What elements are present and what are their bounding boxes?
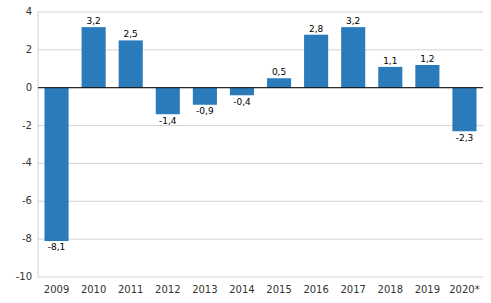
x-tick-label: 2015	[266, 284, 291, 295]
y-tick-label: -4	[22, 157, 32, 168]
x-tick-label: 2019	[415, 284, 440, 295]
grid-line	[38, 12, 483, 13]
grid	[38, 12, 483, 277]
bar	[44, 88, 68, 241]
bar	[304, 35, 328, 88]
bar	[230, 88, 254, 96]
y-axis-line	[38, 12, 39, 277]
y-tick-label: -8	[22, 233, 32, 244]
grid-line	[38, 239, 483, 240]
x-tick-label: 2010	[81, 284, 106, 295]
data-label: 2,8	[309, 24, 324, 34]
bar	[119, 40, 143, 87]
bars	[44, 27, 476, 241]
y-tick-label: -6	[22, 195, 32, 206]
data-label: 0,5	[272, 67, 286, 77]
y-tick-label: 4	[26, 6, 32, 17]
x-tick-label: 2016	[303, 284, 328, 295]
grid-line	[38, 125, 483, 126]
y-tick-label: 2	[26, 44, 32, 55]
grid-line	[38, 277, 483, 278]
bar	[452, 88, 476, 132]
bar	[193, 88, 217, 105]
data-label: -8,1	[48, 242, 66, 252]
data-label: 3,2	[346, 16, 360, 26]
x-tick-label: 2014	[229, 284, 254, 295]
data-label: 2,5	[124, 29, 138, 39]
bar	[378, 67, 402, 88]
bar	[415, 65, 439, 88]
data-label: 1,1	[383, 56, 397, 66]
bar	[156, 88, 180, 115]
bar	[267, 78, 291, 87]
y-tick-label: -2	[22, 120, 32, 131]
data-label: -0,9	[196, 106, 214, 116]
grid-line	[38, 87, 483, 88]
x-tick-label: 2013	[192, 284, 217, 295]
data-label: -0,4	[233, 97, 251, 107]
x-tick-label: 2011	[118, 284, 143, 295]
data-label: -2,3	[456, 133, 474, 143]
grid-line	[38, 201, 483, 202]
x-tick-label: 2020*	[449, 284, 479, 295]
data-label: -1,4	[159, 116, 177, 126]
y-tick-label: 0	[26, 82, 32, 93]
x-tick-label: 2017	[340, 284, 365, 295]
y-tick-label: -10	[16, 271, 32, 282]
bar	[341, 27, 365, 88]
data-label: 1,2	[420, 54, 434, 64]
x-tick-label: 2018	[378, 284, 403, 295]
chart: -10 -8 -6 -4 -2 0 2 4 -8,1 3,2 2,5 -1,4 -0,9 -0,4 0,5 2…	[0, 0, 491, 303]
grid-line	[38, 163, 483, 164]
x-tick-label: 2012	[155, 284, 180, 295]
zero-line	[38, 87, 483, 88]
bar	[82, 27, 106, 88]
x-tick-label: 2009	[44, 284, 69, 295]
data-label: 3,2	[86, 16, 100, 26]
